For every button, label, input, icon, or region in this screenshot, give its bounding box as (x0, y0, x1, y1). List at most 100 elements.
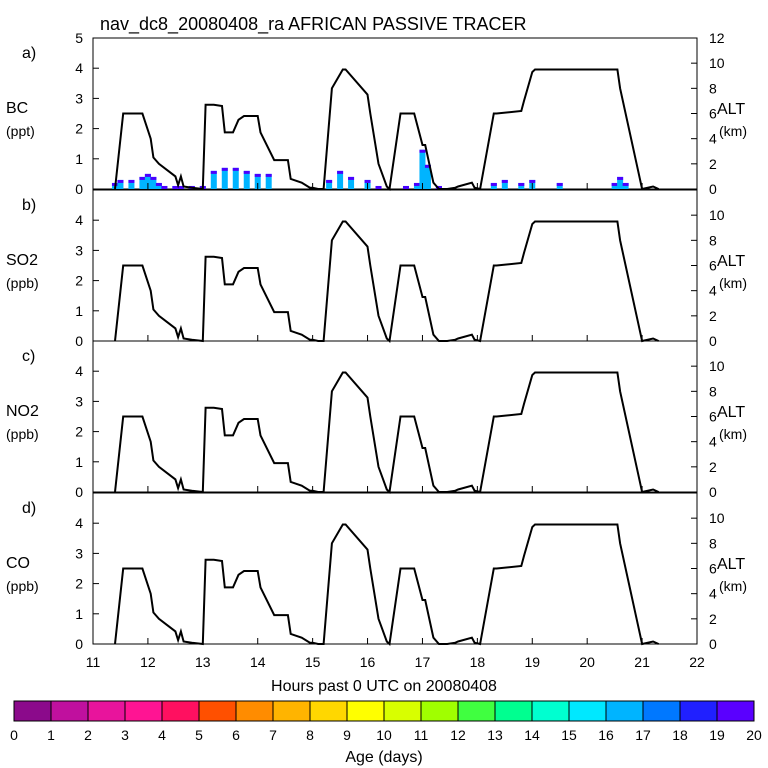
colorbar-tick-label: 2 (84, 727, 92, 743)
panels: 012345024681012a)BC(ppt)ALT(km)012340246… (6, 30, 747, 670)
y2-tick-label: 6 (709, 106, 717, 122)
y-tick-label: 0 (75, 181, 83, 197)
tracer-bar-top (617, 176, 624, 180)
colorbar-tick-label: 20 (746, 727, 762, 743)
colorbar-tick-label: 4 (158, 727, 166, 743)
tracer-bar (556, 182, 563, 189)
altitude-line (114, 371, 660, 495)
y-tick-label: 4 (75, 212, 83, 228)
colorbar-swatch (568, 700, 607, 722)
y2-tick-label: 8 (709, 232, 717, 248)
panel-label: c) (22, 348, 35, 365)
y-tick-label: 4 (75, 515, 83, 531)
colorbar-tick-label: 1 (47, 727, 55, 743)
x-tick-label: 18 (470, 654, 486, 670)
tracer-bar-top (364, 179, 371, 183)
altitude-line (114, 523, 660, 647)
tracer-bar (265, 173, 272, 189)
tracer-bar (254, 173, 261, 189)
tracer-bar-top (419, 149, 426, 153)
y2-axis-label: ALT (717, 253, 745, 270)
tracer-bar (617, 176, 624, 189)
tracer-bar (117, 179, 124, 189)
tracer-bar-top (221, 167, 228, 171)
tracer-bar (128, 179, 135, 189)
y2-axis-unit: (km) (719, 275, 747, 291)
y-tick-label: 4 (75, 363, 83, 379)
tracer-bar-top (326, 179, 333, 183)
colorbar-swatch (87, 700, 126, 722)
tracer-bar (419, 149, 426, 189)
colorbar-tick-label: 15 (561, 727, 577, 743)
colorbar-swatch (420, 700, 459, 722)
colorbar-tick-label: 14 (524, 727, 540, 743)
y-axis-label: BC (6, 100, 28, 117)
colorbar: 0 1 2 3 4 5 6 7 8 9 10 11 12 13 14 15 16 17 18 19 20 (10, 700, 762, 743)
y-axis-unit: (ppb) (6, 426, 39, 442)
y2-tick-label: 4 (709, 434, 717, 450)
tracer-bar (622, 182, 629, 189)
tracer-bar-top (435, 185, 442, 189)
y2-tick-label: 6 (709, 561, 717, 577)
y-axis-label: NO2 (6, 403, 39, 420)
colorbar-swatch (272, 700, 311, 722)
tracer-bar-top (413, 182, 420, 186)
x-tick-label: 20 (579, 654, 595, 670)
y2-tick-label: 8 (709, 535, 717, 551)
panel-4: 0 1 2 3 4 0 2 4 6 8 10 d) CO (ppb) ALT (km) (6, 492, 747, 652)
x-tick-label: 12 (140, 654, 156, 670)
tracer-bar (155, 182, 162, 189)
tracer-bar (144, 173, 151, 189)
y-tick-label: 3 (75, 90, 83, 106)
tracer-bar-top (172, 185, 179, 189)
tracer-bar (210, 170, 217, 189)
tracer-bar-top (210, 170, 217, 174)
y2-tick-label: 4 (709, 586, 717, 602)
tracer-bar-top (337, 170, 344, 174)
y2-tick-label: 8 (709, 383, 717, 399)
tracer-bar-top (128, 179, 135, 183)
colorbar-swatch (679, 700, 718, 722)
colorbar-tick-label: 11 (414, 727, 429, 743)
colorbar-swatch (605, 700, 644, 722)
chart-title: nav_dc8_20080408_ra AFRICAN PASSIVE TRAC… (100, 14, 527, 35)
panel-frame (92, 492, 698, 645)
tracer-bar-top (375, 185, 382, 189)
tracer-bar-top (177, 185, 184, 189)
tracer-series (111, 149, 629, 189)
colorbar-swatch (642, 700, 681, 722)
tracer-bar-top (556, 182, 563, 186)
y2-axis-label: ALT (717, 101, 745, 118)
y-tick-label: 1 (75, 151, 83, 167)
colorbar-tick-label: 7 (269, 727, 277, 743)
colorbar-swatch (161, 700, 200, 722)
tracer-bar (243, 170, 250, 189)
y2-tick-label: 0 (709, 333, 717, 349)
colorbar-tick-label: 18 (672, 727, 688, 743)
tracer-bar-top (144, 173, 151, 177)
y-tick-label: 2 (75, 273, 83, 289)
tracer-bar-top (243, 170, 250, 174)
y-axis-unit: (ppt) (6, 123, 35, 139)
y-tick-label: 2 (75, 424, 83, 440)
y-tick-label: 3 (75, 242, 83, 258)
colorbar-swatch (198, 700, 237, 722)
y2-tick-label: 0 (709, 636, 717, 652)
y-tick-label: 0 (75, 333, 83, 349)
panel-frame (92, 340, 698, 493)
tracer-bar-top (265, 173, 272, 177)
y-tick-label: 0 (75, 484, 83, 500)
tracer-bar-top (161, 185, 168, 189)
tracer-bar-top (117, 179, 124, 183)
x-tick-label: 14 (250, 654, 266, 670)
y2-tick-label: 6 (709, 258, 717, 274)
tracer-bar-top (348, 176, 355, 180)
tracer-bar-top (424, 164, 431, 168)
y2-tick-label: 2 (709, 308, 717, 324)
colorbar-swatch (124, 700, 163, 722)
panel-3: 0 1 2 3 4 0 2 4 6 8 10 c) NO2 (ppb) ALT (km) (6, 340, 747, 500)
y2-axis-label: ALT (717, 556, 745, 573)
colorbar-swatch (13, 700, 52, 722)
y2-tick-label: 2 (709, 459, 717, 475)
